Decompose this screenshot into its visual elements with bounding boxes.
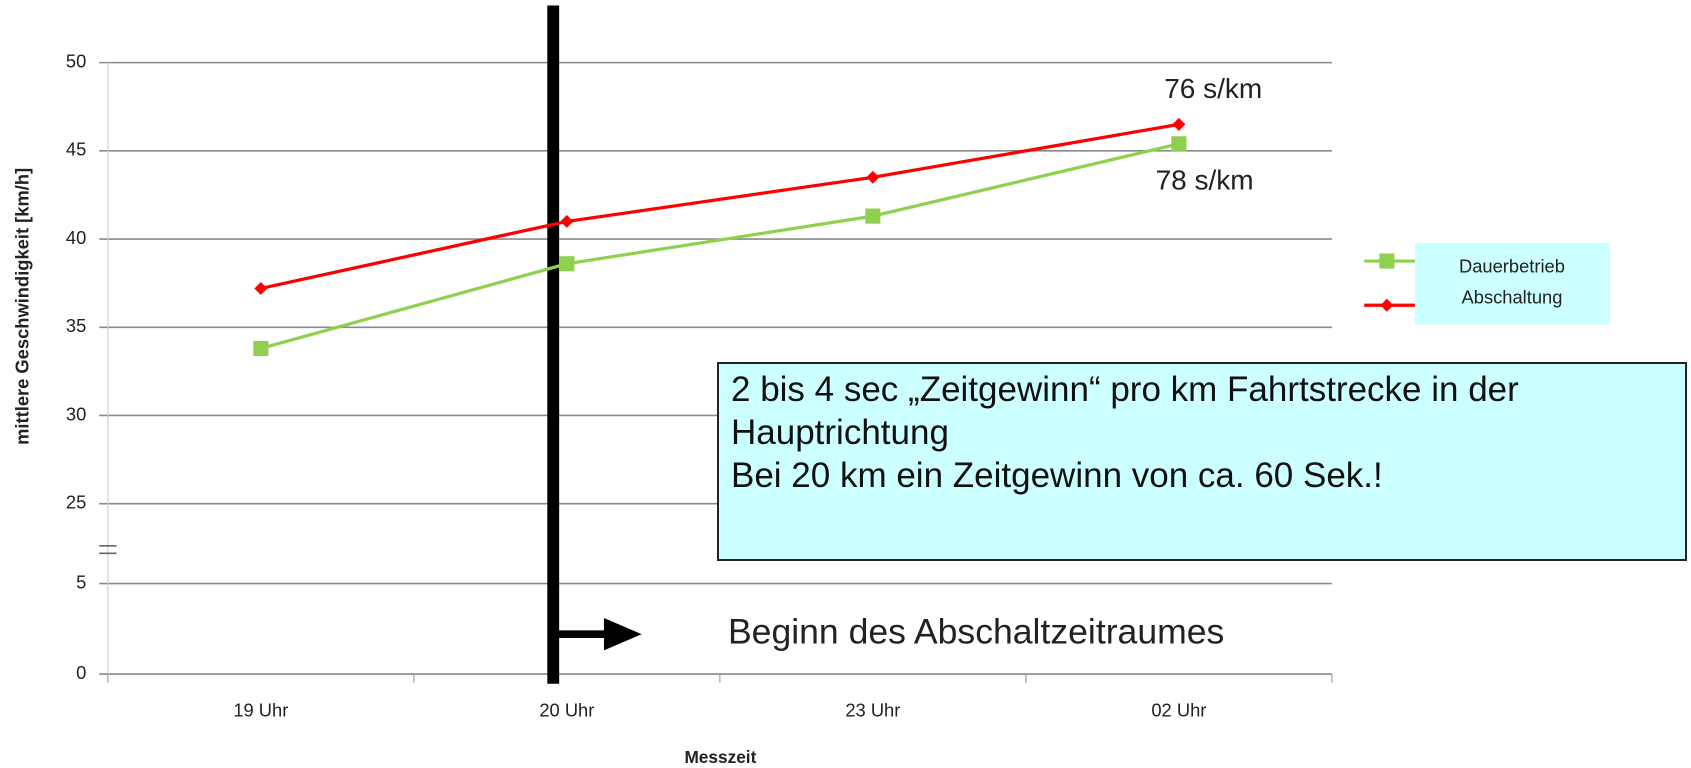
y-tick-label: 5 <box>76 571 86 592</box>
legend-marker <box>1379 253 1395 269</box>
data-point <box>1171 136 1187 152</box>
y-tick-label: 45 <box>66 139 86 160</box>
x-axis-label: Messzeit <box>684 747 756 767</box>
y-tick-label: 40 <box>66 227 86 248</box>
data-point <box>559 256 575 272</box>
x-tick-label: 23 Uhr <box>845 700 900 721</box>
y-axis-label: mittlere Geschwindigkeit [km/h] <box>12 168 33 445</box>
x-tick-label: 02 Uhr <box>1151 700 1206 721</box>
y-tick-label: 25 <box>66 492 86 513</box>
x-tick-label: 19 Uhr <box>233 700 288 721</box>
y-tick-label: 0 <box>76 662 86 683</box>
legend-marker <box>1380 298 1394 312</box>
x-tick-label: 20 Uhr <box>539 700 594 721</box>
series-line <box>260 142 1180 351</box>
data-point <box>866 170 880 184</box>
legend-label: Dauerbetrieb <box>1459 255 1565 276</box>
data-point <box>560 214 574 228</box>
data-point <box>1172 117 1186 131</box>
annotation-text: 2 bis 4 sec „Zeitgewinn“ pro km Fahrtstr… <box>731 370 1519 452</box>
data-point <box>254 281 268 295</box>
legend-box <box>1414 242 1611 325</box>
y-tick-label: 35 <box>66 315 86 336</box>
annotation-text: Bei 20 km ein Zeitgewinn von ca. 60 Sek.… <box>731 456 1383 495</box>
annotation: Beginn des Abschaltzeitraumes <box>728 612 1224 652</box>
data-point <box>253 340 269 356</box>
annotation: 76 s/km <box>1164 73 1262 104</box>
annotation: 78 s/km <box>1156 165 1254 196</box>
y-tick-label: 30 <box>66 403 86 424</box>
y-tick-label: 50 <box>66 50 86 71</box>
legend-label: Abschaltung <box>1462 287 1563 308</box>
series-line <box>260 122 1180 291</box>
data-point <box>865 208 881 224</box>
annotation-box: 2 bis 4 sec „Zeitgewinn“ pro km Fahrtstr… <box>717 362 1687 561</box>
arrow-head <box>603 618 642 651</box>
